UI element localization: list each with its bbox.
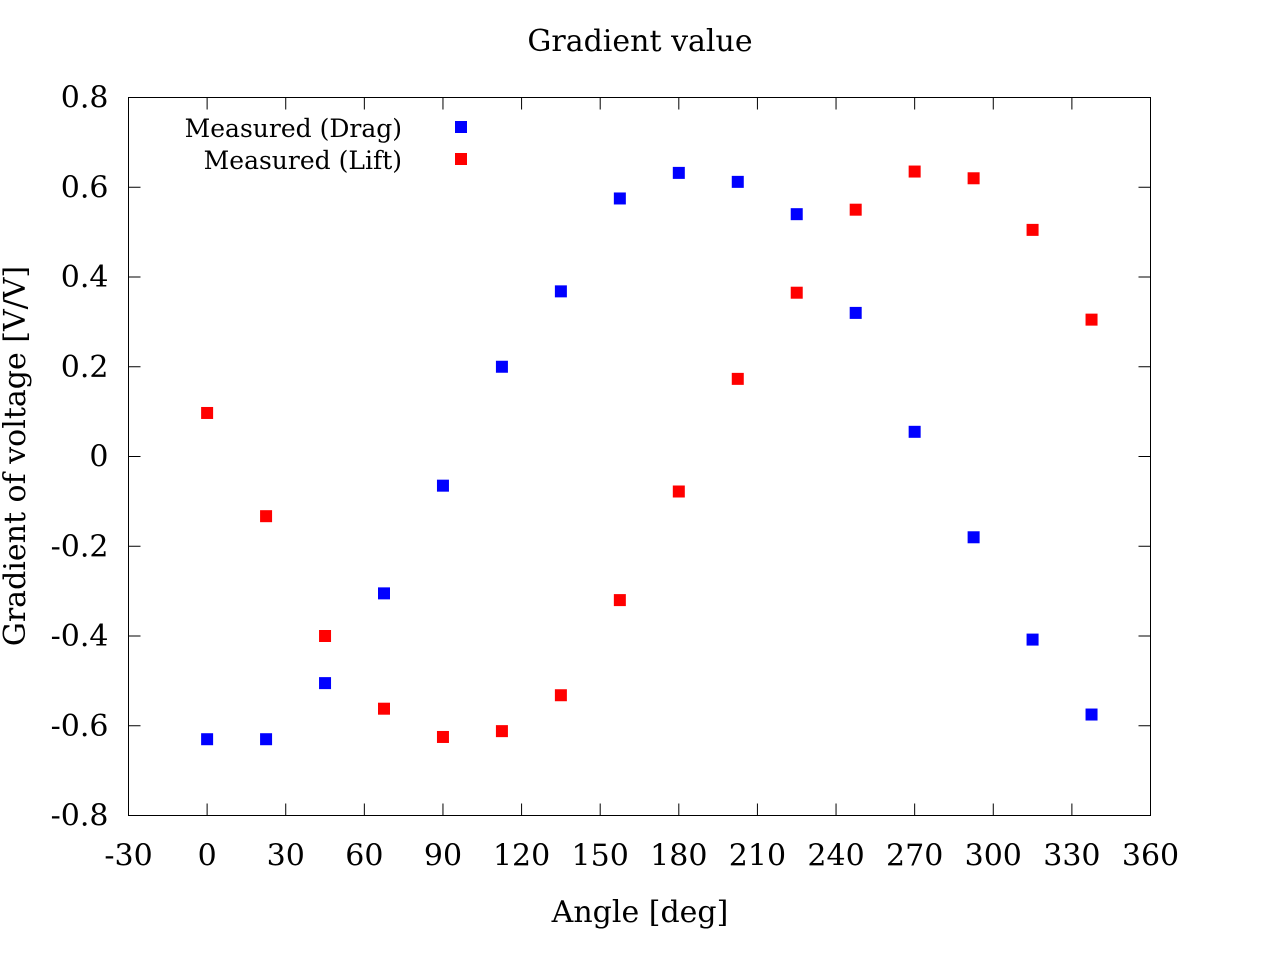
data-point-drag	[790, 208, 803, 221]
x-axis-label: Angle [deg]	[551, 895, 729, 930]
y-tick-label: 0.4	[61, 260, 109, 295]
data-point-lift	[1026, 223, 1039, 236]
x-tick-label: -30	[104, 839, 152, 874]
x-tick-label: 60	[345, 839, 383, 874]
data-point-lift	[1085, 313, 1098, 326]
data-point-drag	[967, 531, 980, 544]
chart-title: Gradient value	[527, 24, 752, 59]
x-tick-label: 120	[493, 839, 550, 874]
x-tick-label: 150	[572, 839, 629, 874]
y-axis-label: Gradient of voltage [V/V]	[0, 266, 33, 646]
data-point-drag	[1026, 633, 1039, 646]
data-point-lift	[790, 286, 803, 299]
y-tick-label: -0.4	[51, 619, 109, 654]
data-point-drag	[436, 479, 449, 492]
data-point-drag	[378, 587, 390, 600]
data-point-lift	[613, 594, 626, 607]
legend-marker-drag	[455, 121, 467, 133]
y-tick-label: -0.8	[51, 799, 109, 834]
data-point-drag	[672, 166, 685, 179]
x-tick-label: 360	[1122, 839, 1179, 874]
data-point-lift	[495, 725, 508, 738]
x-tick-label: 270	[886, 839, 943, 874]
x-tick-label: 180	[650, 839, 707, 874]
data-point-drag	[495, 360, 508, 373]
data-point-drag	[849, 306, 862, 319]
plot-frame	[128, 97, 1151, 816]
data-point-lift	[554, 689, 567, 702]
x-axis-ticks: -30 0 30 60 90 120 150 180 210 240 270 300 330 360	[104, 97, 1179, 874]
data-point-drag	[554, 285, 567, 298]
y-axis-ticks: -0.8 -0.6 -0.4 -0.2 0 0.2 0.4 0.6 0.8	[51, 81, 1151, 834]
y-tick-label: -0.6	[51, 709, 109, 744]
y-tick-label: -0.2	[51, 529, 109, 564]
legend-marker-lift	[455, 153, 467, 165]
legend: Measured (Drag) Measured (Lift)	[185, 114, 467, 175]
y-tick-label: 0.2	[61, 350, 109, 385]
data-point-drag	[908, 425, 921, 438]
y-tick-label: 0.8	[61, 81, 109, 116]
data-point-lift	[319, 630, 332, 642]
data-point-lift	[378, 702, 390, 715]
data-point-lift	[201, 406, 214, 419]
data-point-drag	[319, 677, 332, 690]
legend-label-drag: Measured (Drag)	[185, 114, 402, 143]
data-point-lift	[967, 172, 980, 185]
x-tick-label: 330	[1043, 839, 1100, 874]
y-tick-label: 0.6	[61, 170, 109, 205]
data-point-lift	[672, 485, 685, 498]
data-point-drag	[260, 733, 273, 746]
x-tick-label: 210	[729, 839, 786, 874]
data-point-lift	[436, 730, 449, 743]
data-point-drag	[731, 175, 744, 188]
x-tick-label: 0	[198, 839, 217, 874]
y-tick-label: 0	[89, 440, 108, 475]
legend-label-lift: Measured (Lift)	[204, 146, 402, 175]
x-tick-label: 240	[807, 839, 864, 874]
data-point-lift	[260, 510, 273, 523]
x-tick-label: 300	[965, 839, 1022, 874]
x-tick-label: 30	[267, 839, 305, 874]
data-point-lift	[731, 372, 744, 385]
data-point-drag	[613, 192, 626, 205]
data-point-drag	[1085, 708, 1098, 721]
x-tick-label: 90	[424, 839, 462, 874]
data-point-lift	[849, 203, 862, 216]
data-point-lift	[908, 165, 921, 178]
data-point-drag	[201, 733, 214, 746]
data-points	[201, 165, 1098, 746]
